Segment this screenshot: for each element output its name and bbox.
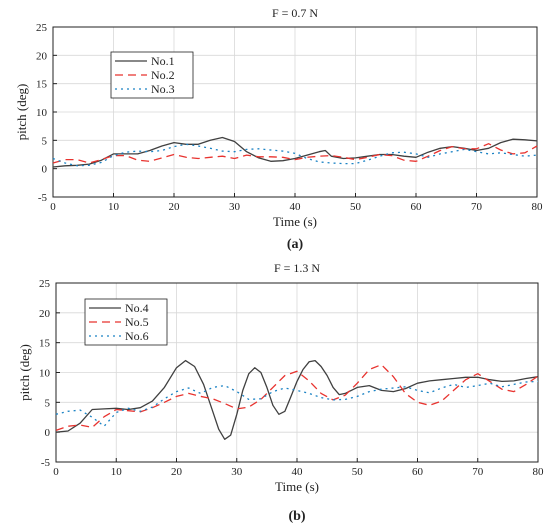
y-tick-label: 0 [45,427,51,439]
y-axis-label: pitch (deg) [14,84,29,141]
y-tick-label: 5 [45,397,51,409]
legend-box [110,51,194,99]
x-tick-label: 50 [352,466,364,478]
y-tick-label: 25 [36,22,48,34]
x-tick-label: 0 [53,466,59,478]
y-tick-label: 15 [39,338,51,350]
legend-label: No.2 [151,68,175,82]
x-tick-label: 80 [532,201,544,213]
y-tick-label: 20 [39,308,51,320]
x-tick-label: 30 [229,201,241,213]
y-tick-label: 10 [39,368,51,380]
legend-label: No.1 [151,54,175,68]
x-tick-label: 40 [290,201,302,213]
x-tick-label: 80 [533,466,545,478]
series-line-no-5 [55,364,539,432]
x-tick-label: 60 [411,201,423,213]
y-axis-label: pitch (deg) [17,344,32,401]
x-tick-label: 20 [169,201,181,213]
y-tick-label: 10 [36,107,48,119]
series-line-no-3 [52,143,538,167]
x-axis-label: Time (s) [275,479,319,494]
x-tick-label: 10 [108,201,120,213]
y-tick-label: 15 [36,79,48,91]
panel-caption: (a) [287,237,304,252]
y-tick-label: 0 [42,164,48,176]
legend-label: No.6 [125,329,149,343]
series-line-no-2 [52,143,538,164]
y-tick-label: 20 [36,50,48,62]
legend-label: No.5 [125,315,149,329]
x-tick-label: 30 [231,466,243,478]
legend-box [84,298,168,346]
panel-caption: (b) [288,509,305,524]
y-tick-label: 5 [42,135,48,147]
series-line-no-1 [52,136,538,168]
x-tick-label: 0 [50,201,56,213]
y-tick-label: -5 [41,457,51,469]
x-tick-label: 70 [471,201,483,213]
x-tick-label: 40 [292,466,304,478]
legend-label: No.3 [151,82,175,96]
series-line-no-4 [55,359,539,440]
legend-label: No.4 [125,301,149,315]
y-tick-label: -5 [38,192,48,204]
x-axis-label: Time (s) [273,214,317,229]
chart-title: F = 1.3 N [274,261,320,275]
y-tick-label: 25 [39,278,51,290]
chart-title: F = 0.7 N [272,6,318,20]
x-tick-label: 20 [171,466,183,478]
x-tick-label: 70 [472,466,484,478]
x-tick-label: 10 [111,466,123,478]
x-tick-label: 50 [350,201,362,213]
x-tick-label: 60 [412,466,424,478]
